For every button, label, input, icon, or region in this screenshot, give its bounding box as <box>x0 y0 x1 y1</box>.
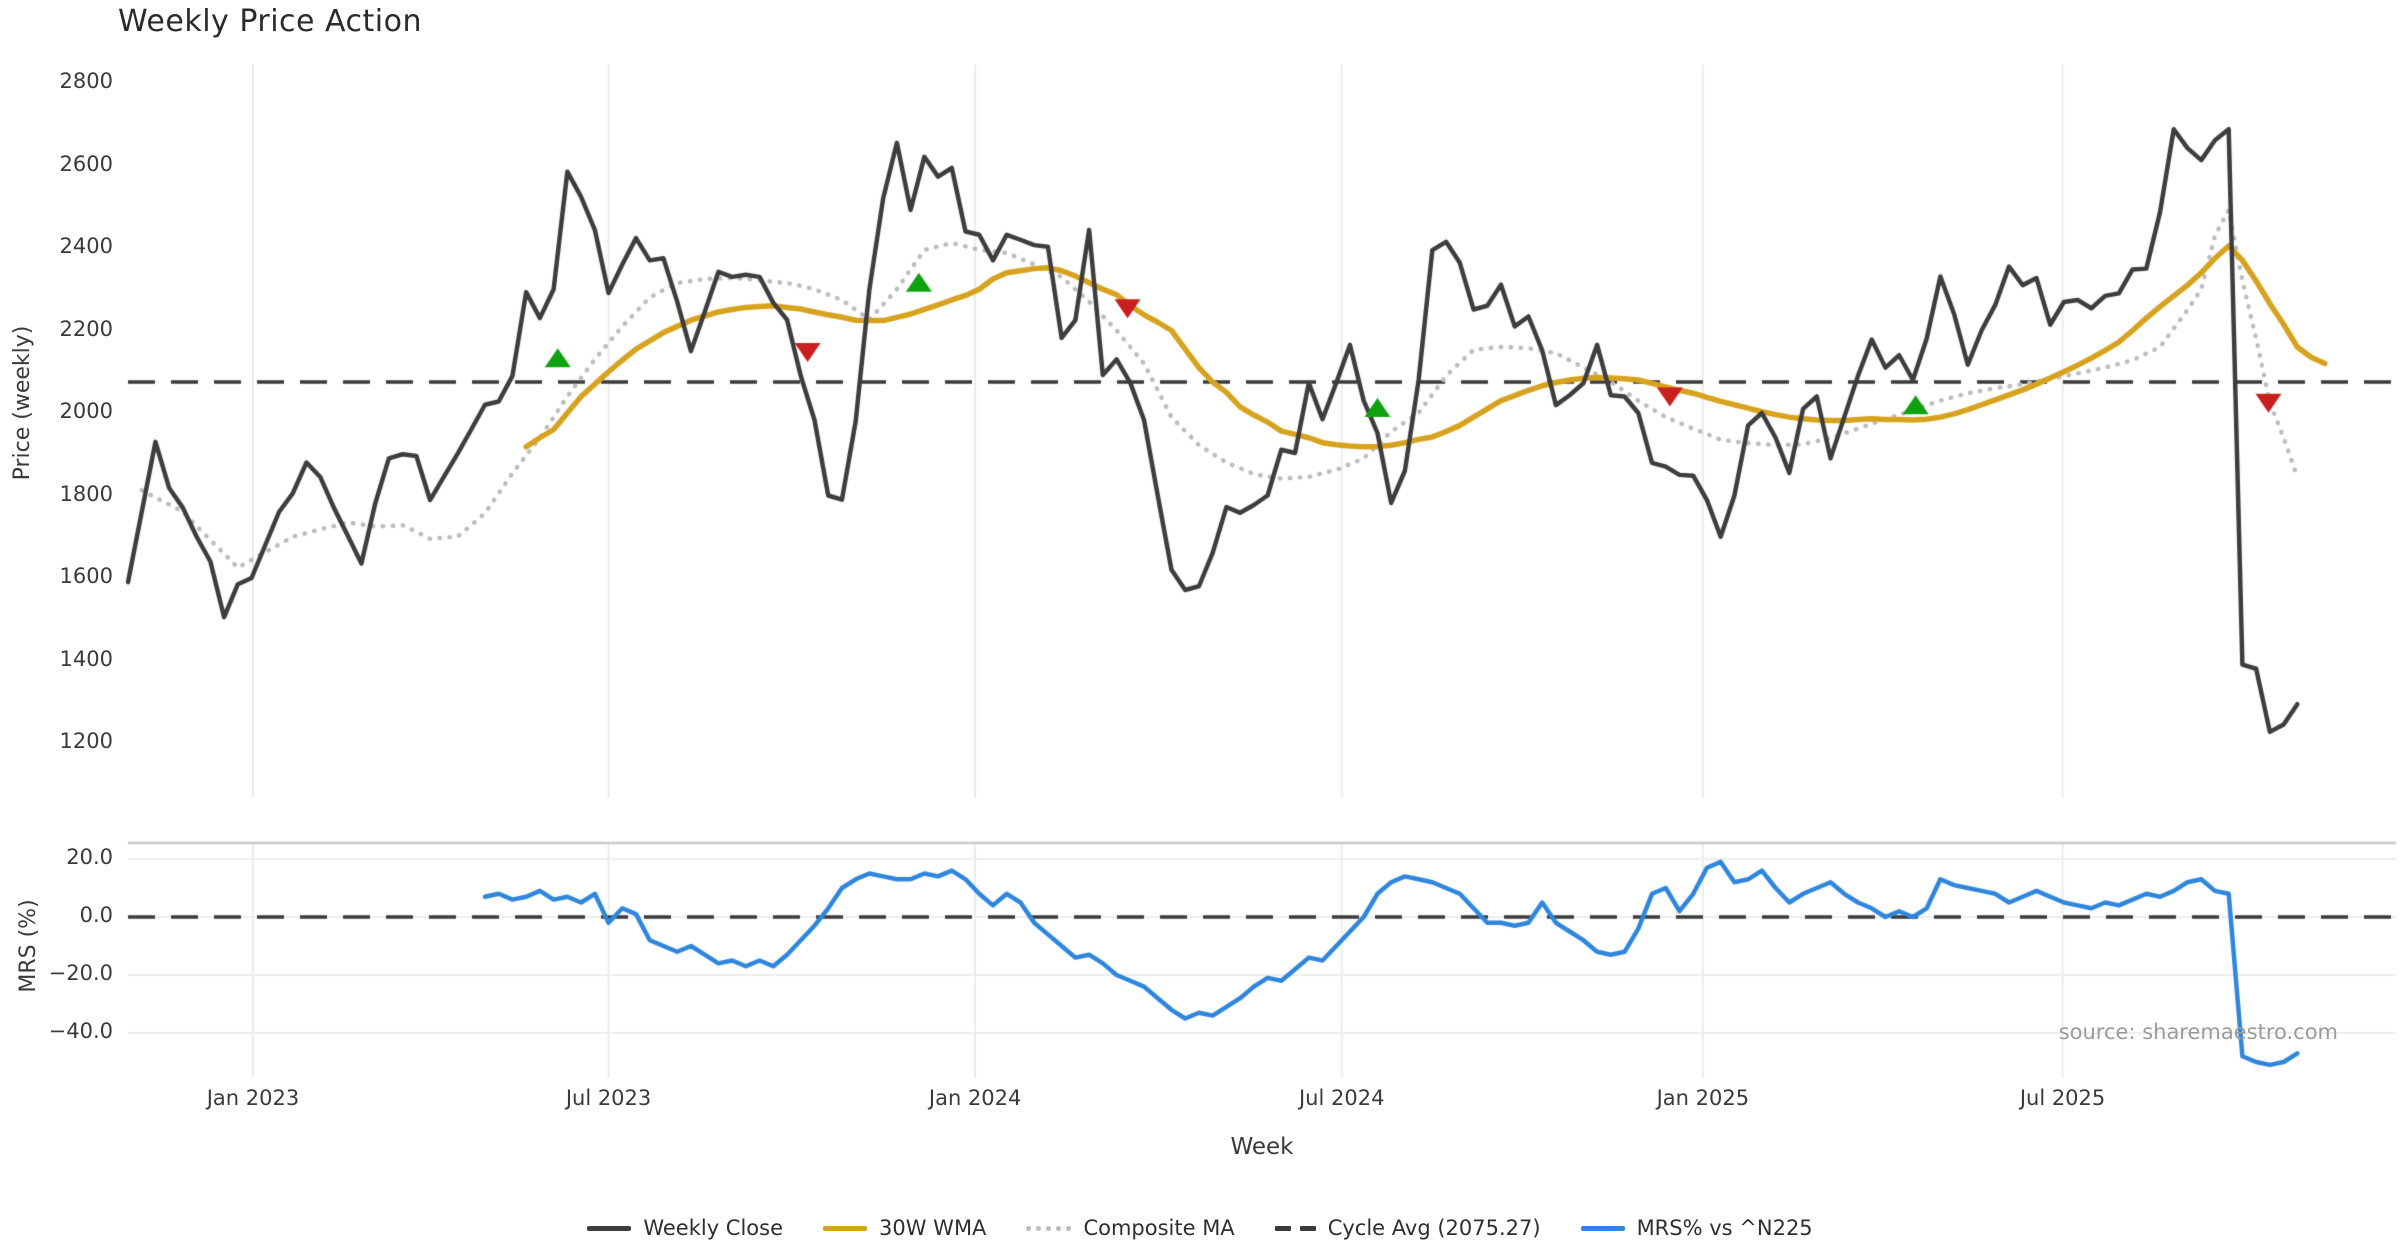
legend-swatch-dotted <box>1026 1225 1072 1231</box>
legend-label: MRS% vs ^N225 <box>1636 1216 1813 1240</box>
legend-label: 30W WMA <box>879 1216 987 1240</box>
price-y-tick-label: 2400 <box>59 234 113 258</box>
price-y-tick-label: 1600 <box>59 564 113 588</box>
mrs-y-axis-label: MRS (%) <box>16 899 41 993</box>
price-y-tick-label: 1400 <box>59 646 113 671</box>
x-tick-label: Jul 2023 <box>565 1086 652 1110</box>
legend-item: Composite MA <box>1026 1216 1235 1240</box>
main-y-axis-label: Price (weekly) <box>10 325 35 481</box>
x-axis-label: Week <box>1230 1134 1294 1160</box>
legend-label: Composite MA <box>1083 1216 1235 1240</box>
legend-item: Weekly Close <box>587 1216 783 1240</box>
page-title: Weekly Price Action <box>118 4 422 39</box>
legend-label: Cycle Avg (2075.27) <box>1327 1216 1541 1240</box>
legend-label: Weekly Close <box>643 1216 784 1240</box>
price-y-tick-label: 2800 <box>59 69 113 93</box>
mrs-y-tick-label: −20.0 <box>48 961 113 985</box>
source-credit: source: sharemaestro.com <box>2058 1020 2338 1044</box>
legend-swatch-solid <box>1580 1225 1625 1231</box>
legend-item: 30W WMA <box>823 1216 986 1240</box>
price-y-tick-label: 2600 <box>59 151 113 176</box>
x-tick-label: Jan 2024 <box>928 1086 1022 1110</box>
x-tick-label: Jul 2024 <box>1298 1086 1385 1110</box>
legend-swatch-solid <box>587 1225 632 1231</box>
legend-item: MRS% vs ^N225 <box>1580 1216 1813 1240</box>
legend-swatch-dashed <box>1274 1225 1316 1231</box>
price-y-tick-label: 1800 <box>59 481 113 506</box>
x-tick-label: Jan 2025 <box>1656 1086 1750 1110</box>
mrs-y-tick-label: 0.0 <box>79 903 113 927</box>
x-tick-label: Jan 2023 <box>206 1086 300 1110</box>
price-y-tick-label: 2200 <box>59 316 113 341</box>
legend-swatch-solid <box>823 1225 868 1231</box>
price-y-tick-label: 1200 <box>59 729 113 753</box>
mrs-y-tick-label: −40.0 <box>48 1019 113 1043</box>
legend: Weekly Close 30W WMA Composite MA Cycle Avg… <box>0 1204 2400 1252</box>
legend-item: Cycle Avg (2075.27) <box>1274 1216 1541 1240</box>
price-y-tick-label: 2000 <box>59 399 113 423</box>
mrs-y-tick-label: 20.0 <box>66 845 113 869</box>
x-tick-label: Jul 2025 <box>2019 1086 2106 1110</box>
